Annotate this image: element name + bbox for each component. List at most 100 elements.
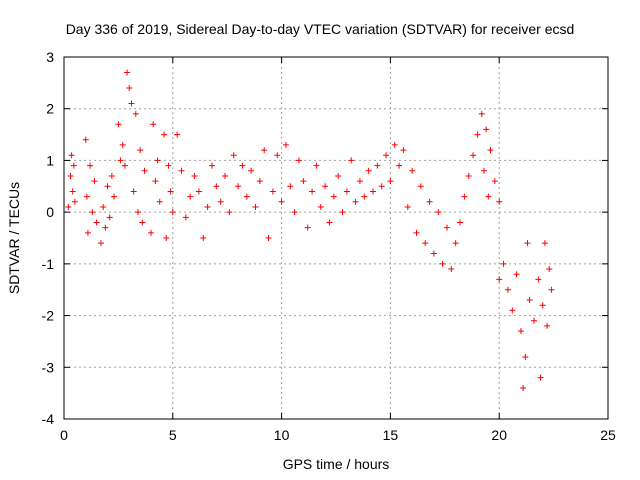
data-point	[509, 307, 516, 314]
data-point	[535, 276, 542, 283]
data-point	[243, 193, 250, 200]
y-tick-label: 1	[46, 152, 54, 168]
data-point	[187, 193, 194, 200]
data-point	[352, 198, 359, 205]
data-point	[256, 178, 263, 185]
data-point	[104, 183, 111, 190]
data-point	[491, 178, 498, 185]
data-point	[68, 152, 75, 159]
data-point	[97, 240, 104, 247]
data-point	[541, 240, 548, 247]
x-tick-label: 10	[274, 427, 290, 443]
data-point	[150, 121, 157, 128]
data-point	[248, 167, 255, 174]
data-point	[235, 183, 242, 190]
data-point	[291, 209, 298, 216]
data-point	[230, 152, 237, 159]
data-point	[537, 374, 544, 381]
data-point	[443, 224, 450, 231]
data-point	[217, 198, 224, 205]
data-point	[261, 147, 268, 154]
data-point	[426, 198, 433, 205]
data-point	[132, 110, 139, 117]
y-tick-label: -3	[42, 359, 55, 375]
data-point	[269, 188, 276, 195]
y-tick-label: -1	[42, 256, 55, 272]
data-point	[326, 219, 333, 226]
data-point	[480, 167, 487, 174]
data-point	[154, 157, 161, 164]
data-point	[70, 162, 77, 169]
data-point	[89, 209, 96, 216]
grid	[64, 57, 608, 419]
x-tick-label: 25	[600, 427, 616, 443]
data-point	[141, 167, 148, 174]
data-points	[65, 69, 555, 391]
data-point	[65, 203, 72, 210]
data-point	[156, 198, 163, 205]
data-point	[282, 141, 289, 148]
data-point	[439, 260, 446, 267]
y-tick-label: -4	[42, 411, 55, 427]
x-tick-label: 0	[60, 427, 68, 443]
x-axis-label: GPS time / hours	[283, 456, 390, 472]
data-point	[106, 214, 113, 221]
data-point	[83, 193, 90, 200]
data-point	[470, 152, 477, 159]
data-point	[500, 260, 507, 267]
data-point	[365, 167, 372, 174]
data-point	[204, 203, 211, 210]
data-point	[124, 69, 131, 76]
data-point	[130, 188, 137, 195]
data-point	[134, 209, 141, 216]
y-tick-label: -2	[42, 308, 55, 324]
data-point	[396, 162, 403, 169]
data-point	[100, 203, 107, 210]
data-point	[93, 219, 100, 226]
data-point	[546, 266, 553, 273]
data-point	[526, 297, 533, 304]
data-point	[169, 209, 176, 216]
data-point	[84, 229, 91, 236]
data-point	[313, 162, 320, 169]
data-point	[139, 219, 146, 226]
data-point	[165, 162, 172, 169]
data-point	[226, 209, 233, 216]
data-point	[378, 183, 385, 190]
data-point	[409, 167, 416, 174]
data-point	[167, 188, 174, 195]
data-point	[71, 198, 78, 205]
data-point	[111, 193, 118, 200]
data-point	[222, 172, 229, 179]
data-point	[128, 100, 135, 107]
data-point	[87, 162, 94, 169]
x-tick-label: 5	[169, 427, 177, 443]
data-point	[452, 240, 459, 247]
data-point	[200, 235, 207, 241]
data-point	[374, 162, 381, 169]
data-point	[387, 178, 394, 185]
data-point	[195, 188, 202, 195]
data-point	[322, 183, 329, 190]
data-point	[531, 317, 538, 324]
data-point	[422, 240, 429, 247]
data-point	[208, 162, 215, 169]
data-point	[504, 286, 511, 293]
data-point	[163, 235, 170, 241]
data-point	[115, 121, 122, 128]
data-point	[330, 193, 337, 200]
y-axis-label: SDTVAR / TECUs	[6, 182, 22, 294]
data-point	[148, 229, 155, 236]
data-point	[522, 353, 529, 360]
data-point	[483, 126, 490, 133]
data-point	[356, 178, 363, 185]
data-point	[174, 131, 181, 138]
y-tick-label: 3	[46, 49, 54, 65]
data-point	[474, 131, 481, 138]
data-point	[461, 193, 468, 200]
data-point	[296, 157, 303, 164]
data-point	[82, 136, 89, 143]
data-point	[161, 131, 168, 138]
data-point	[400, 147, 407, 154]
data-point	[274, 152, 281, 159]
